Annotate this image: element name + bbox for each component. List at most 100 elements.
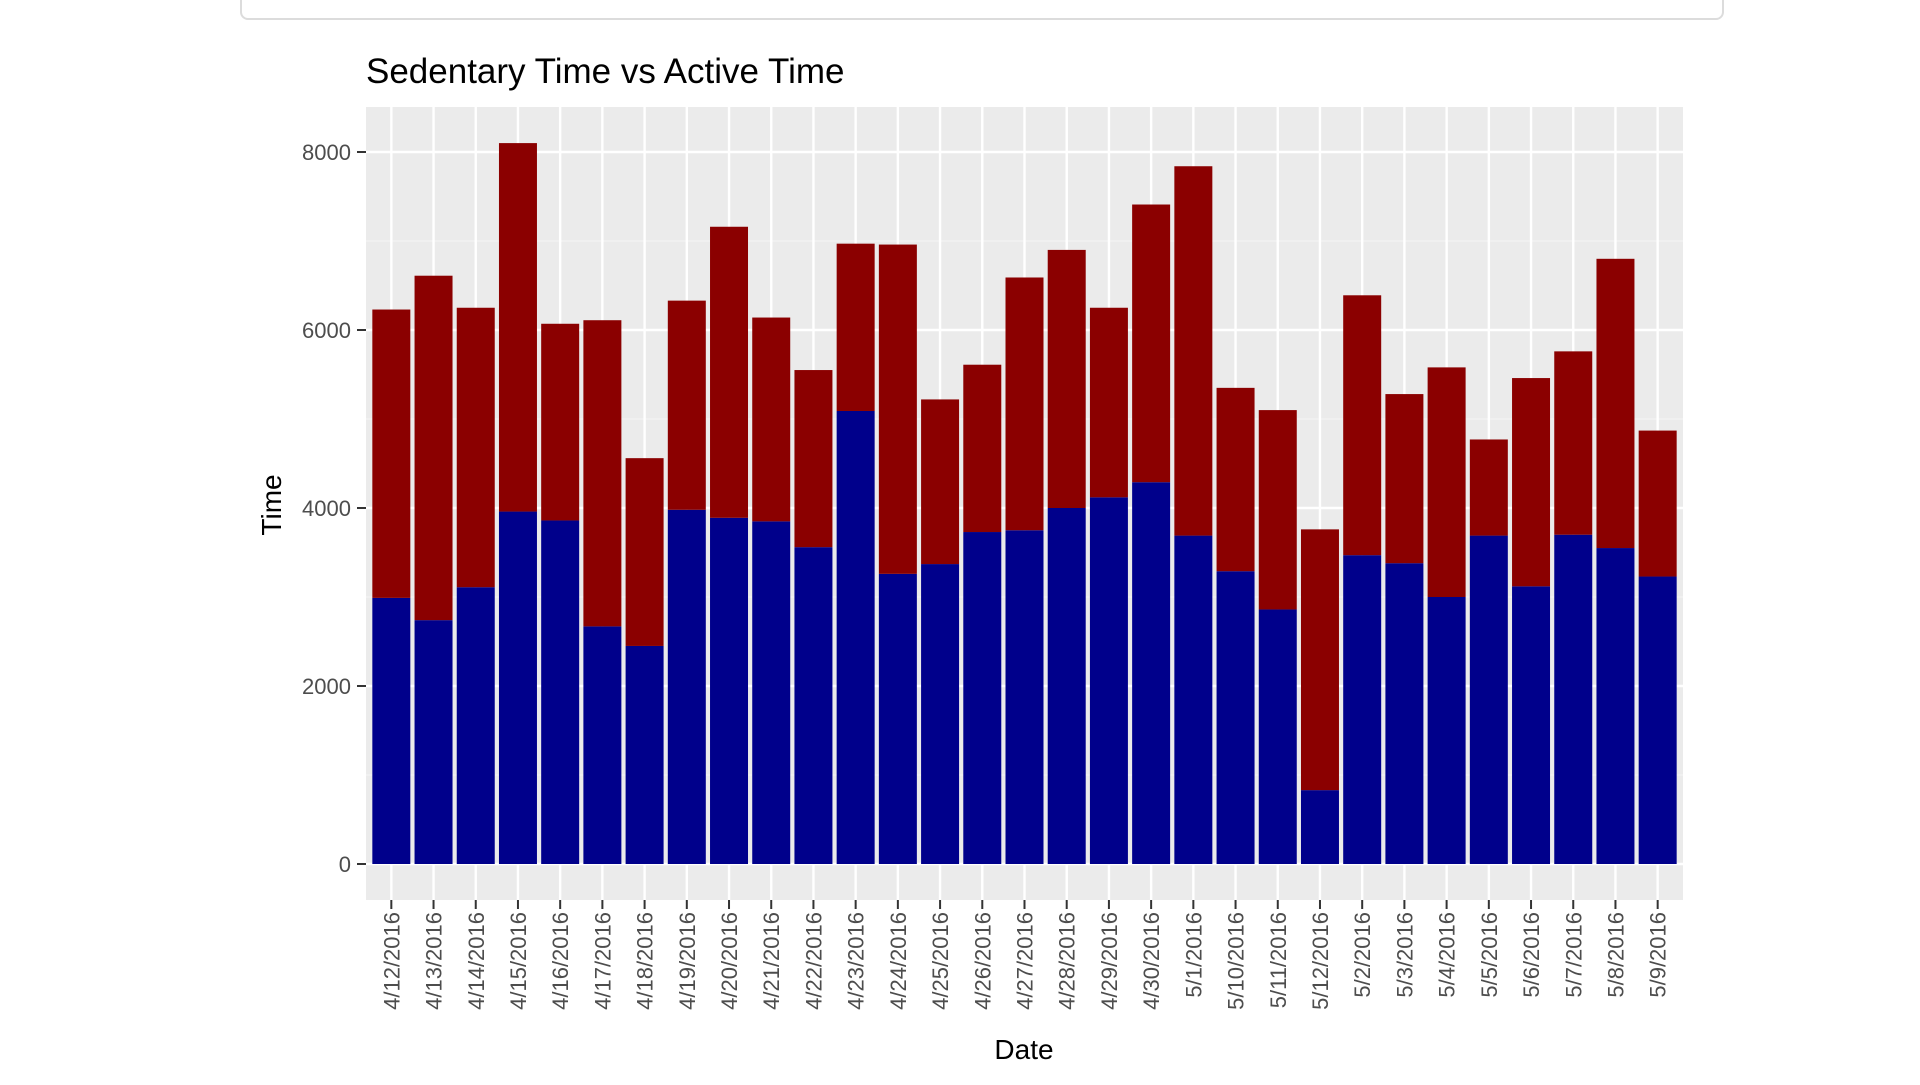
bar-segment-active [1089,497,1128,864]
x-tick-label: 4/25/2016 [928,912,953,1010]
x-tick-label: 5/9/2016 [1646,912,1671,998]
bars [372,143,1677,864]
x-axis: 4/12/2016 4/13/2016 4/14/2016 4/15/2016 4/16… [379,900,1671,1010]
bar-segment-sedentary [836,243,875,411]
x-tick-label: 5/1/2016 [1181,912,1206,998]
x-tick-label: 5/2/2016 [1350,912,1375,998]
bar-segment-sedentary [1047,249,1086,508]
top-panel-edge [240,0,1724,20]
bar-segment-active [667,509,706,864]
x-tick-label: 5/10/2016 [1224,912,1249,1010]
bar-segment-sedentary [1132,204,1171,483]
x-tick-label: 4/24/2016 [886,912,911,1010]
x-tick-label: 4/30/2016 [1139,912,1164,1010]
bar-segment-sedentary [1554,351,1593,535]
x-tick-label: 4/22/2016 [801,912,826,1010]
bar-segment-sedentary [1596,258,1635,549]
bar-segment-active [1596,548,1635,864]
bar-segment-active [1174,535,1213,864]
bar-segment-sedentary [1300,529,1339,791]
bar-segment-sedentary [963,364,1002,533]
bar-segment-active [710,517,749,864]
bar-segment-active [1216,571,1255,864]
bar-segment-active [1554,534,1593,864]
bar-segment-sedentary [710,226,749,518]
x-tick-label: 4/15/2016 [506,912,531,1010]
bar-segment-active [963,532,1002,864]
bar-segment-sedentary [456,307,495,588]
bar-segment-sedentary [625,458,664,646]
x-tick-label: 5/7/2016 [1561,912,1586,998]
bar-segment-active [878,573,917,864]
bar-segment-active [1132,482,1171,864]
bar-segment-sedentary [1385,394,1424,564]
bar-segment-active [414,620,453,864]
bar-segment-active [921,564,960,864]
x-tick-label: 4/27/2016 [1013,912,1038,1010]
bar-segment-sedentary [498,143,537,512]
bar-segment-sedentary [1005,277,1044,531]
x-tick-label: 5/3/2016 [1392,912,1417,998]
bar-segment-active [1469,535,1508,864]
bar-segment-sedentary [1089,307,1128,498]
bar-segment-active [625,645,664,864]
bar-segment-sedentary [541,323,580,521]
bar-segment-active [1512,586,1551,864]
x-tick-label: 4/18/2016 [633,912,658,1010]
bar-segment-active [752,521,791,864]
y-axis-label: Time [256,474,287,535]
y-tick-label: 8000 [302,140,351,165]
x-tick-label: 4/28/2016 [1055,912,1080,1010]
y-tick-label: 0 [339,852,351,877]
x-tick-label: 4/21/2016 [759,912,784,1010]
bar-segment-active [1258,609,1297,864]
x-tick-label: 5/5/2016 [1477,912,1502,998]
bar-segment-sedentary [921,399,960,565]
bar-segment-active [1047,508,1086,864]
bar-segment-active [1300,790,1339,864]
bar-segment-sedentary [1469,439,1508,536]
bar-segment-active [583,626,622,864]
x-tick-label: 4/13/2016 [422,912,447,1010]
x-tick-label: 4/14/2016 [464,912,489,1010]
bar-segment-active [1385,563,1424,864]
bar-segment-sedentary [752,317,791,522]
y-tick-label: 4000 [302,496,351,521]
bar-segment-sedentary [414,275,453,621]
bar-segment-active [498,511,537,864]
bar-segment-active [1005,530,1044,864]
bar-segment-sedentary [878,244,917,574]
bar-segment-sedentary [1343,295,1382,556]
bar-segment-active [794,547,833,864]
x-tick-label: 4/26/2016 [970,912,995,1010]
x-axis-label: Date [994,1034,1053,1065]
x-tick-label: 4/20/2016 [717,912,742,1010]
x-tick-label: 5/11/2016 [1266,912,1291,1008]
x-tick-label: 4/16/2016 [548,912,573,1010]
x-tick-label: 5/12/2016 [1308,912,1333,1010]
bar-segment-active [836,410,875,864]
x-tick-label: 4/23/2016 [844,912,869,1010]
plot-panel [366,107,1683,900]
bar-segment-active [1638,576,1677,864]
bar-segment-sedentary [1427,367,1466,597]
bar-segment-active [541,520,580,864]
bar-segment-sedentary [1512,378,1551,587]
y-axis: 0 2000 4000 6000 8000 [302,140,366,877]
x-tick-label: 5/8/2016 [1603,912,1628,998]
y-tick-label: 2000 [302,674,351,699]
x-tick-label: 4/17/2016 [590,912,615,1010]
chart-title: Sedentary Time vs Active Time [366,52,845,91]
bar-segment-active [372,597,411,864]
bar-segment-sedentary [372,309,411,598]
bar-segment-sedentary [1174,166,1213,536]
bar-segment-active [1427,597,1466,864]
bar-segment-active [456,587,495,864]
bar-segment-sedentary [1638,430,1677,577]
x-tick-label: 5/6/2016 [1519,912,1544,998]
bar-segment-sedentary [583,320,622,627]
y-tick-label: 6000 [302,318,351,343]
bar-segment-sedentary [667,300,706,510]
